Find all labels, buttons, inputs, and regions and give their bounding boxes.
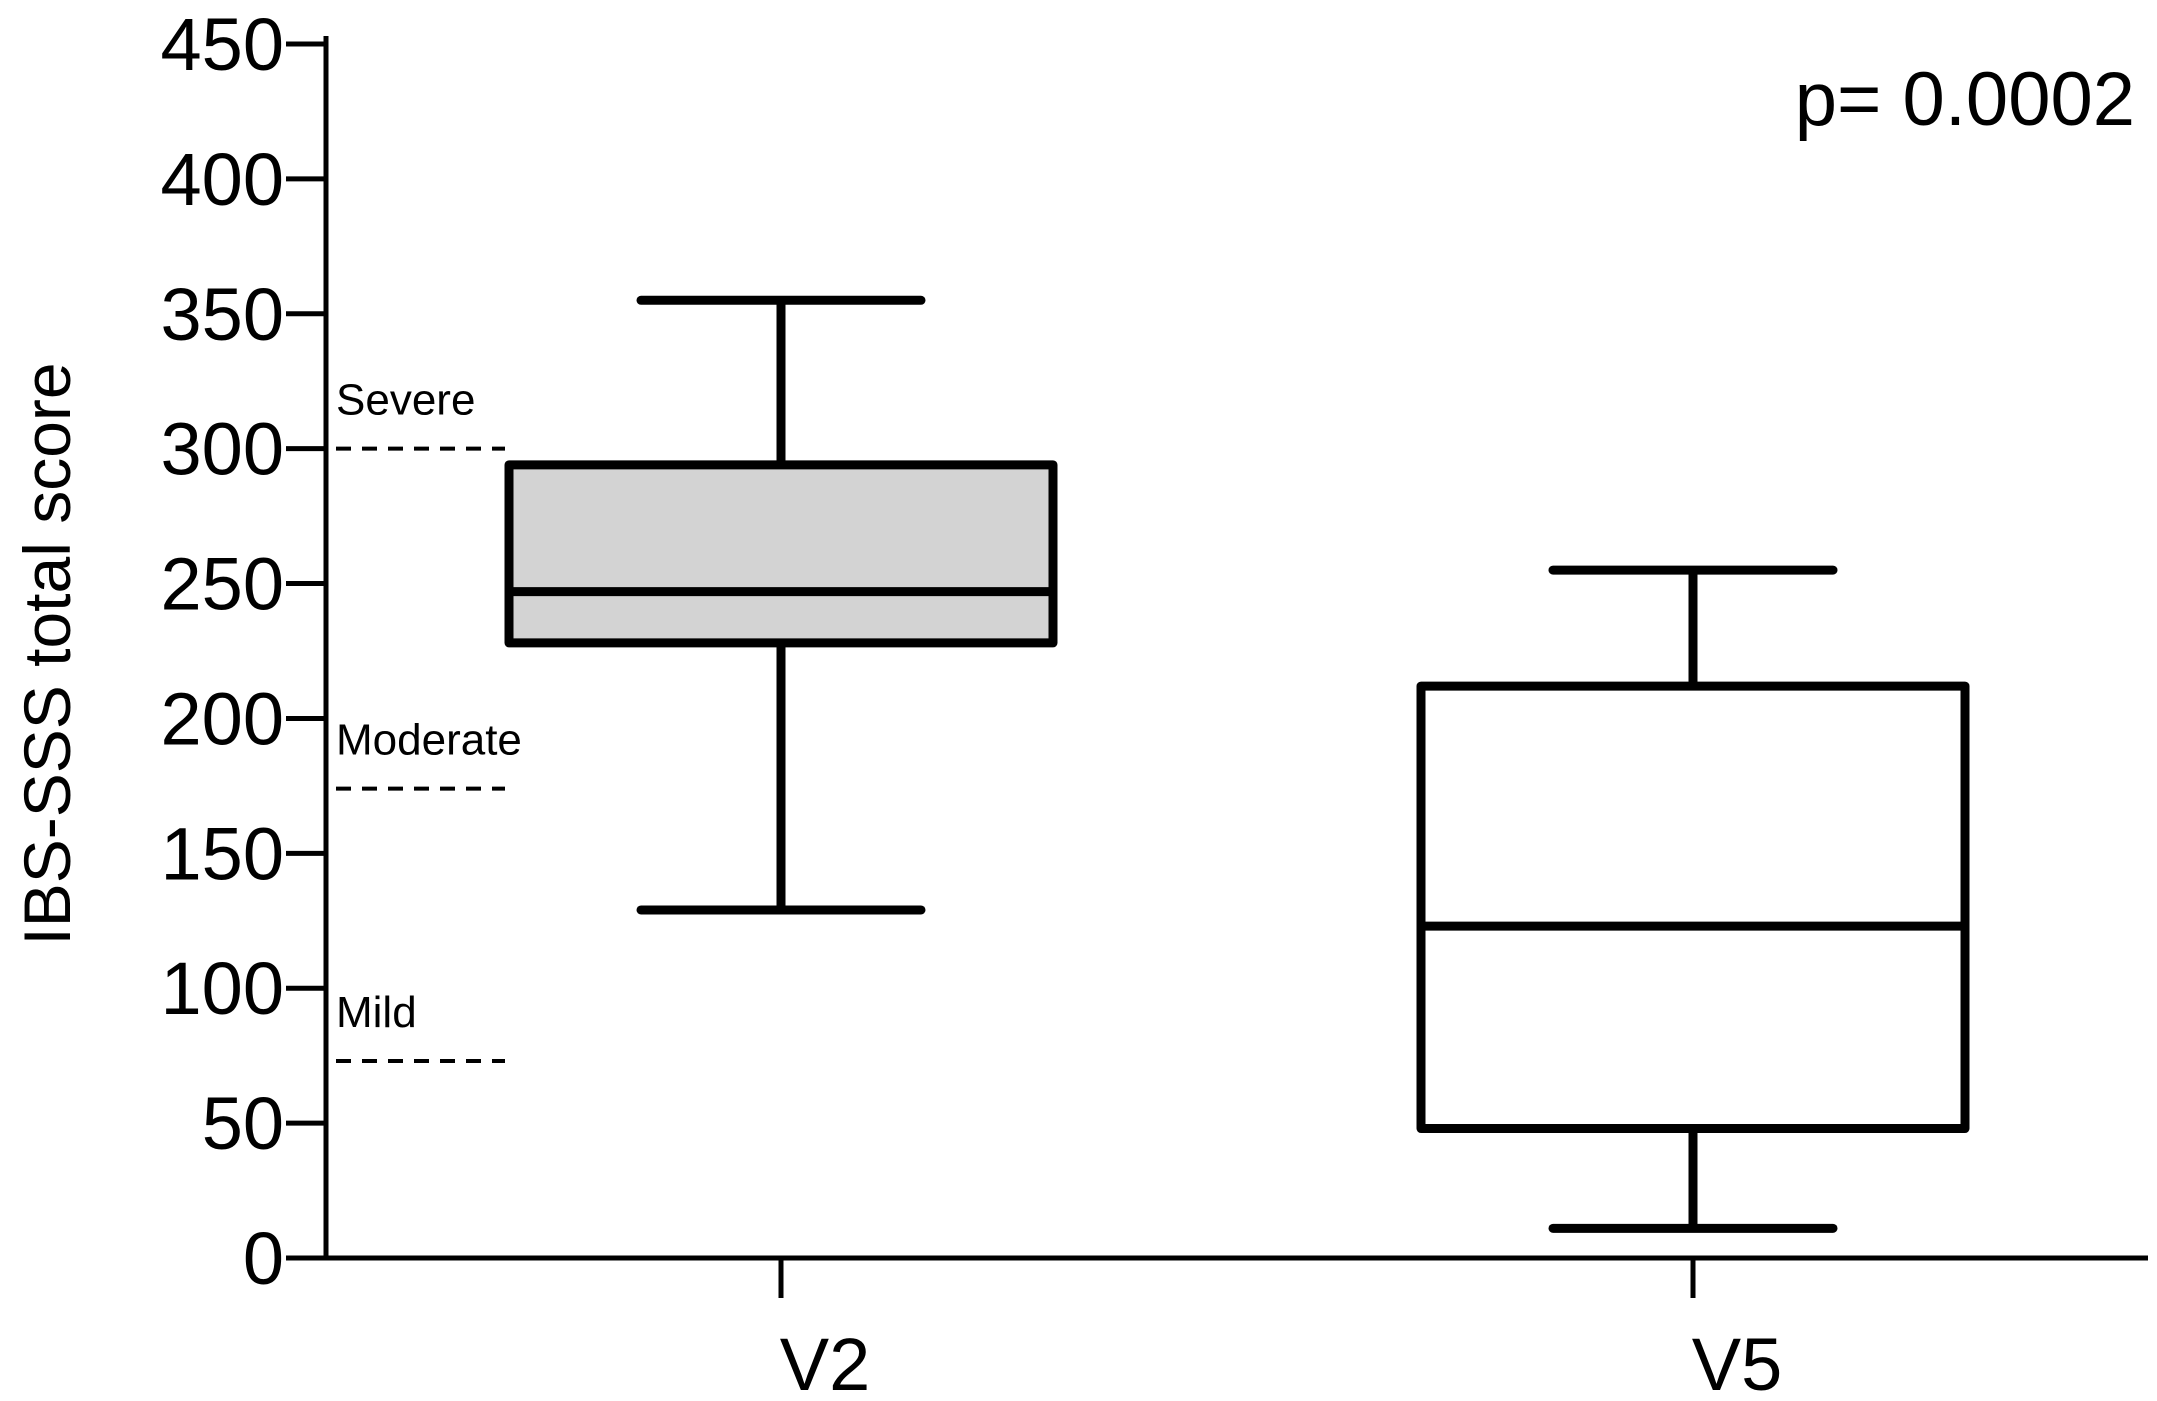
boxes: [504, 295, 1970, 1233]
y-tick-label-200: 200: [161, 677, 284, 760]
y-tick-label-350: 350: [161, 273, 284, 356]
p-value-annotation: p= 0.0002: [1795, 57, 2135, 142]
reference-label-moderate: Moderate: [336, 716, 522, 765]
y-tick-label-300: 300: [161, 408, 284, 491]
y-axis-label: IBS-SSS total score: [10, 362, 84, 945]
x-tick-label-v5: V5: [1692, 1323, 1783, 1401]
y-tick-label-400: 400: [161, 138, 284, 221]
box-v2: [504, 460, 1058, 648]
severity-reference-lines: Severe Moderate Mild: [336, 376, 522, 1064]
y-tick-label-0: 0: [243, 1217, 284, 1300]
axes: 0 50 100 150 200 250 300 350 400 450 V2 V5: [161, 3, 2148, 1401]
reference-label-severe: Severe: [336, 376, 475, 425]
x-tick-label-v2: V2: [780, 1323, 871, 1401]
y-tick-label-450: 450: [161, 3, 284, 86]
y-tick-label-250: 250: [161, 543, 284, 626]
y-tick-label-150: 150: [161, 812, 284, 895]
reference-label-mild: Mild: [336, 988, 417, 1037]
box-v5: [1416, 681, 1970, 1134]
y-tick-label-100: 100: [161, 947, 284, 1030]
y-tick-label-50: 50: [202, 1082, 284, 1165]
